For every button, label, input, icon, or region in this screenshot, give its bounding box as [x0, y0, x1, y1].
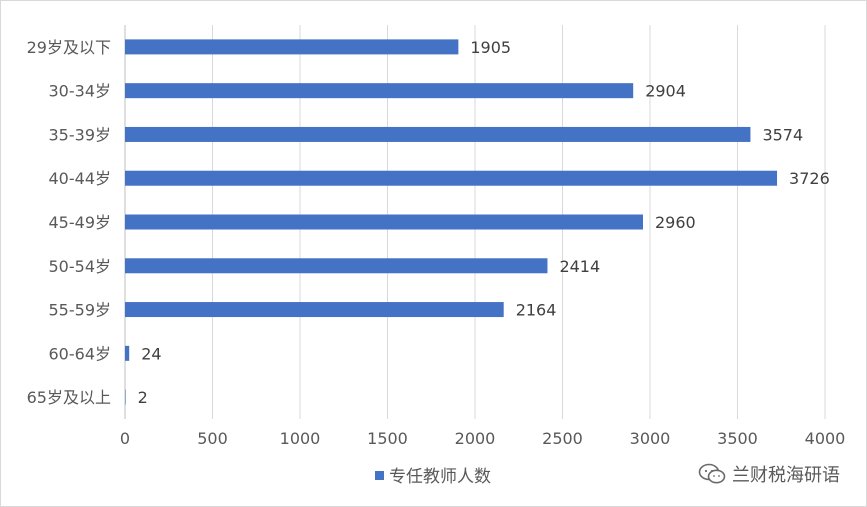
- x-tick-label: 3000: [630, 429, 671, 448]
- data-label: 2414: [559, 257, 600, 276]
- watermark-text: 兰财税海研语: [732, 465, 840, 486]
- bar: [125, 345, 130, 361]
- category-label: 35-39岁: [49, 125, 112, 144]
- bar: [125, 170, 778, 186]
- data-labels: 1905 2904 3574 3726 2960 2414 2164 24 2: [138, 38, 830, 407]
- category-label: 30-34岁: [49, 82, 112, 101]
- watermark: 兰财税海研语: [698, 461, 840, 487]
- bars: [125, 39, 778, 405]
- x-tick-label: 1000: [280, 429, 321, 448]
- category-label: 40-44岁: [49, 169, 112, 188]
- x-tick-label: 0: [120, 429, 130, 448]
- x-tick-label: 1500: [367, 429, 408, 448]
- category-label: 55-59岁: [49, 301, 112, 320]
- data-label: 3574: [762, 125, 803, 144]
- x-tick-label: 2500: [542, 429, 583, 448]
- bar: [125, 389, 126, 405]
- category-label: 65岁及以上: [27, 388, 111, 407]
- bar: [125, 126, 751, 142]
- data-label: 1905: [470, 38, 511, 57]
- category-label: 45-49岁: [49, 213, 112, 232]
- x-tick-label: 500: [197, 429, 228, 448]
- data-label: 24: [141, 344, 161, 363]
- data-label: 2904: [645, 82, 686, 101]
- legend: 专任教师人数: [375, 467, 491, 487]
- bar: [125, 39, 459, 55]
- data-label: 3726: [789, 169, 830, 188]
- bar: [125, 83, 634, 99]
- category-label: 50-54岁: [49, 257, 112, 276]
- wechat-icon: [698, 463, 726, 484]
- bar: [125, 258, 548, 274]
- category-label: 29岁及以下: [27, 38, 111, 57]
- x-tick-label: 4000: [805, 429, 846, 448]
- category-labels: 29岁及以下 30-34岁 35-39岁 40-44岁 45-49岁 50-54岁 55-5…: [27, 38, 111, 407]
- data-label: 2960: [655, 213, 696, 232]
- bar: [125, 302, 504, 318]
- bar: [125, 214, 643, 230]
- x-tick-label: 2000: [455, 429, 496, 448]
- x-tick-labels: 0 500 1000 1500 2000 2500 3000 3500 4000: [120, 429, 845, 448]
- data-label: 2164: [516, 301, 557, 320]
- category-label: 60-64岁: [49, 344, 112, 363]
- data-label: 2: [138, 388, 148, 407]
- legend-swatch: [375, 471, 384, 480]
- x-tick-label: 3500: [717, 429, 758, 448]
- legend-label: 专任教师人数: [389, 467, 491, 487]
